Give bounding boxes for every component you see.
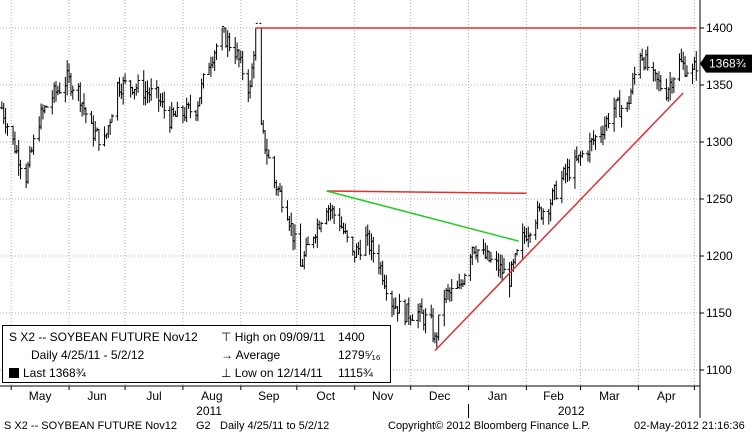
legend-high-label: High on 09/09/11 [234,330,326,344]
legend-average-label: Average [235,348,281,362]
y-tick-label: 1100 [706,363,732,377]
low-marker-icon: ⊥ [221,366,232,380]
resistance-line [326,190,527,195]
x-month-label: Jan [488,389,507,403]
x-month-label: Nov [372,389,393,403]
chart-legend: S X2 -- SOYBEAN FUTURE Nov12 Daily 4/25/… [2,325,391,383]
x-year-label: 2012 [558,404,585,418]
x-month-label: Jul [146,389,161,403]
footer-bar: S X2 -- SOYBEAN FUTURE Nov12 G2 Daily 4/… [0,418,756,436]
legend-last: Last 1368¾ [9,366,86,380]
footer-timestamp: 02-May-2012 21:16:36 [634,420,745,432]
legend-low-label: Low on 12/14/11 [234,366,323,380]
x-month-label: Mar [599,389,620,403]
x-month-label: Oct [316,389,335,403]
y-tick-label: 1250 [706,192,733,206]
last-swatch-icon [9,368,19,378]
footer-ticker: S X2 -- SOYBEAN FUTURE Nov12 [4,420,177,432]
x-month-label: Aug [201,389,222,403]
average-marker-icon: → [221,348,233,362]
legend-average: → Average [221,348,280,362]
legend-title: S X2 -- SOYBEAN FUTURE Nov12 [9,330,198,344]
legend-period: Daily 4/25/11 - 5/2/12 [31,348,145,362]
last-price-tag-bg [700,54,752,73]
x-year-label: 2011 [196,404,222,418]
legend-low-value: 1115¾ [338,366,373,380]
ohlc-bars [0,22,699,348]
y-tick-label: 1200 [706,249,733,263]
legend-last-value: Last 1368¾ [23,366,86,380]
support-line [434,92,684,352]
trendlines [255,27,697,352]
x-month-label: May [29,389,52,403]
footer-copyright: Copyright© 2012 Bloomberg Finance L.P. [388,420,591,432]
y-tick-label: 1350 [706,78,733,92]
footer-desc: Daily 4/25/11 to 5/2/12 [220,420,330,432]
footer-series-code: G2 [196,420,211,432]
legend-average-value: 1279⁵⁄₁₆ [338,348,381,362]
y-tick-label: 1150 [706,306,732,320]
x-month-label: Apr [657,389,676,403]
x-axis-ticks: May Jun Jul Aug Sep Oct Nov Dec Jan Feb Mar Apr 2011… [10,386,695,418]
high-marker-icon: ⊤ [221,330,232,344]
legend-high-value: 1400 [338,330,365,344]
legend-high: ⊤ High on 09/09/11 [221,330,325,344]
last-price-tag: 1368¾ [700,54,752,73]
x-month-label: Dec [429,389,450,403]
y-tick-label: 1300 [706,135,733,149]
legend-low: ⊥ Low on 12/14/11 [221,366,323,380]
x-month-label: Feb [543,389,564,403]
x-month-label: Sep [258,389,280,403]
trendline-line [326,190,520,242]
last-price-label: 1368¾ [709,57,747,71]
y-axis-ticks: 1100 1150 1200 1250 1300 1350 1400 [700,21,733,377]
x-month-label: Jun [87,389,106,403]
y-tick-label: 1400 [706,21,733,35]
